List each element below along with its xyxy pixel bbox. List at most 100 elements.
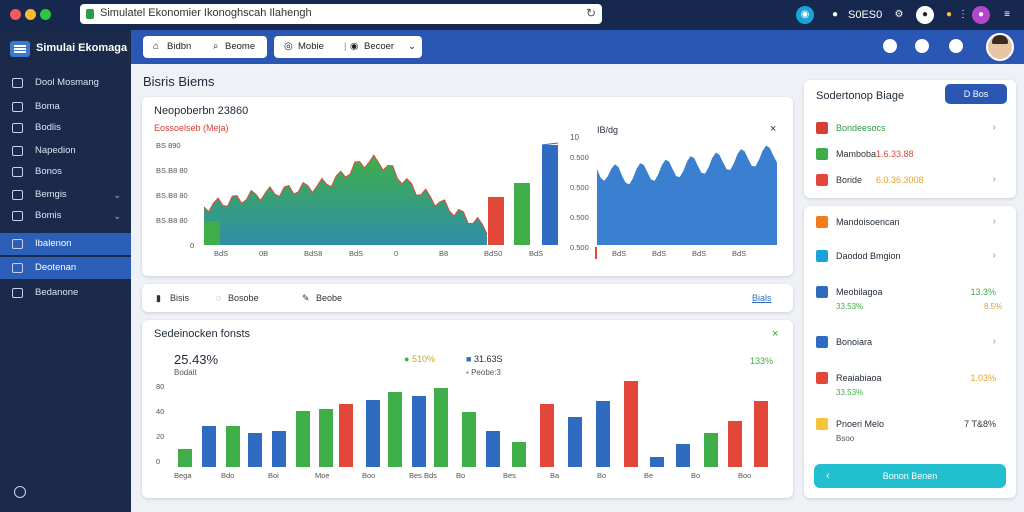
- sidebar: Simulai Ekomaga Dool Mosmang Boma Bodlis Na…: [0, 30, 131, 512]
- sidebar-item-9[interactable]: Bedanone: [0, 282, 131, 304]
- doc-icon: [12, 167, 23, 177]
- list-row-sub-right: 8.5%: [984, 302, 1003, 311]
- nav-pill-secondary[interactable]: ◎ Mobie | ◉ Becoer ⌄: [274, 36, 422, 58]
- home-nav-icon[interactable]: [915, 39, 929, 53]
- bar-mark: [248, 433, 262, 467]
- list-icon: [12, 288, 23, 298]
- y-tick-label: 0: [156, 457, 161, 466]
- bar-mark: [226, 426, 240, 467]
- sidebar-item-6[interactable]: Bomis ⌄: [0, 205, 131, 227]
- list-row-4[interactable]: Reaiabiaoa 1.03%: [804, 366, 1008, 390]
- x-tick-label: BdS0: [484, 249, 503, 258]
- chevron-right-icon: ›: [992, 174, 996, 185]
- list-row-label: Daodod Bmgion: [836, 251, 901, 261]
- y-tick-label: 40: [156, 407, 165, 416]
- x-tick-label: Bes: [503, 471, 516, 480]
- chevron-down-icon: ⌄: [113, 190, 121, 200]
- sidebar-item-label: Napedion: [35, 145, 76, 156]
- main-chart-card: Neopoberbn 23860 Eossoelseb (Meja) × 10 …: [142, 97, 793, 276]
- x-tick-label: BdS8: [304, 249, 323, 258]
- bottom-action-button[interactable]: ‹ Bonon Benen: [814, 464, 1006, 488]
- small-square-icon: ▪: [466, 368, 469, 377]
- sidebar-item-2[interactable]: Bodlis: [0, 117, 131, 139]
- side-area-series: [597, 145, 777, 245]
- bar-mark: [596, 401, 610, 467]
- sidebar-item-5[interactable]: Bemgis ⌄: [0, 184, 131, 206]
- sidebar-item-8[interactable]: Deotenan: [0, 257, 131, 279]
- bar-mark: [366, 400, 380, 467]
- summary-row-2[interactable]: Boride 6.0.36.3008 ›: [804, 168, 1008, 192]
- notification-icon[interactable]: ●: [945, 9, 953, 20]
- stat-value-4: 133%: [750, 356, 774, 366]
- filter-icon: ◉: [350, 41, 359, 52]
- bar-chart-icon[interactable]: ▮: [156, 293, 161, 303]
- close-icon[interactable]: ×: [770, 123, 777, 135]
- help-icon[interactable]: [14, 486, 26, 498]
- settings-icon[interactable]: ⚙: [894, 9, 904, 20]
- reload-icon[interactable]: ↻: [585, 6, 596, 20]
- nav-pill-primary[interactable]: ⌂ Bidbn ⌕ Beome: [143, 36, 267, 58]
- chat-icon: [12, 190, 23, 200]
- account-icon[interactable]: ●: [916, 6, 934, 24]
- toolbar-item-3[interactable]: Beobe: [316, 293, 343, 303]
- user-badge-icon[interactable]: ●: [972, 6, 990, 24]
- row-icon: [816, 216, 828, 228]
- user-menu-icon[interactable]: [949, 39, 963, 53]
- avatar[interactable]: [986, 33, 1014, 61]
- close-window-button[interactable]: [10, 9, 21, 20]
- sidebar-item-3[interactable]: Napedion: [0, 140, 131, 162]
- list-row-1[interactable]: Daodod Bmgion ›: [804, 244, 1008, 268]
- x-tick-label: B8: [439, 249, 449, 258]
- record-icon[interactable]: [883, 39, 897, 53]
- list-row-0[interactable]: Mandoisoencan ›: [804, 210, 1008, 234]
- sidebar-item-label: Bemgis: [35, 189, 67, 200]
- bottom-chart-title: Sedeinocken fonsts: [154, 328, 251, 340]
- sidebar-item-label: Bomis: [35, 210, 62, 221]
- stat-label-3: ▪ Peobe:3: [466, 368, 501, 377]
- sidebar-item-0[interactable]: Dool Mosmang: [0, 72, 131, 94]
- right-card-list: Mandoisoencan › Daodod Bmgion › Meobilagoa 13…: [804, 206, 1016, 498]
- toolbar-link[interactable]: Bials: [752, 293, 772, 303]
- x-tick-label: 0B: [259, 249, 269, 258]
- sidebar-item-4[interactable]: Bonos: [0, 161, 131, 183]
- main-chart-title: Neopoberbn 23860: [154, 105, 249, 117]
- bar-mark: [540, 404, 554, 467]
- extension-icon[interactable]: ◉: [796, 6, 814, 24]
- toolbar-item-3-icon[interactable]: ✎: [302, 293, 310, 303]
- list-row-sub: 33.53%: [836, 302, 864, 311]
- toolbar-item-2-icon[interactable]: ◌: [216, 293, 222, 303]
- toolbar-item-1[interactable]: Bisis: [170, 293, 190, 303]
- toolbar-item-2[interactable]: Bosobe: [228, 293, 259, 303]
- list-row-label: Pnoeri Melo: [836, 419, 885, 429]
- list-row-2[interactable]: Meobilagoa 13.3%: [804, 280, 1008, 304]
- right-card-action-button[interactable]: D Bos: [945, 84, 1007, 104]
- profile-icon[interactable]: ●: [831, 9, 839, 20]
- page-title: Bisris Biems: [143, 74, 215, 89]
- summary-row-1[interactable]: Mamboba 1.6.33.88: [804, 142, 1008, 166]
- bottom-bar-chart: [178, 381, 768, 467]
- hamburger-icon[interactable]: [10, 41, 30, 57]
- lock-icon: [86, 9, 94, 19]
- menu-icon[interactable]: ≡: [1004, 9, 1010, 20]
- list-row-5[interactable]: Pnoeri Melo 7 T&8%: [804, 412, 1008, 436]
- side-x-tick-label: BdS: [732, 249, 747, 258]
- bar-mark: [296, 411, 310, 467]
- row-icon: [816, 336, 828, 348]
- close-icon[interactable]: ×: [772, 328, 779, 340]
- side-y-tick-label: 0.500: [570, 213, 589, 222]
- brand-label: Simulai Ekomaga: [36, 42, 128, 54]
- summary-row-0[interactable]: Bondeesocs ›: [804, 116, 1008, 140]
- address-bar[interactable]: Simulatel Ekonomier Ikonoghscah Ilahengh…: [80, 4, 602, 24]
- list-row-sub: Bsoo: [836, 434, 855, 443]
- sidebar-item-7[interactable]: Ibalenon: [0, 233, 131, 255]
- list-row-3[interactable]: Bonoiara ›: [804, 330, 1008, 354]
- x-tick-label: Bo: [597, 471, 607, 480]
- sidebar-item-1[interactable]: Boma: [0, 96, 131, 118]
- x-tick-label: Bes Bds: [409, 471, 437, 480]
- back-icon: ‹: [826, 470, 830, 482]
- bar-mark: [542, 145, 558, 245]
- maximize-window-button[interactable]: [40, 9, 51, 20]
- minimize-window-button[interactable]: [25, 9, 36, 20]
- y-tick-label: BS.B8 80: [156, 191, 188, 200]
- more-icon[interactable]: ⋮: [958, 9, 968, 20]
